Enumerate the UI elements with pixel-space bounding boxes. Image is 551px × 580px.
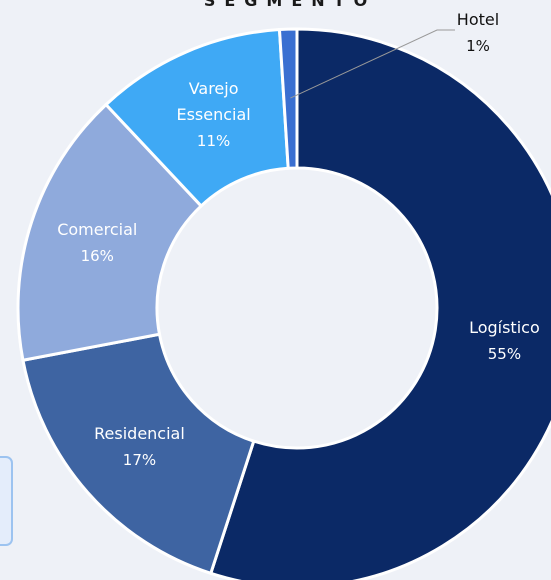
slice-label: Residencial 17% (94, 421, 185, 473)
slice-label: Logístico 55% (469, 315, 540, 367)
slice-name: Varejo Essencial (176, 79, 251, 125)
slice-label: Varejo Essencial 11% (159, 76, 269, 154)
slice-value: 1% (466, 37, 490, 55)
donut-slice (277, 27, 299, 170)
slice-name: Comercial (57, 220, 138, 240)
chart-title: SEGMENTO (203, 0, 377, 10)
slice-value: 17% (122, 450, 157, 469)
donut-slice (21, 332, 256, 576)
donut-slice (208, 27, 551, 580)
donut-slice (16, 102, 204, 363)
slice-value: 16% (80, 247, 114, 266)
slice-label: Comercial 16% (57, 217, 137, 269)
slice-value: 11% (196, 132, 231, 151)
slice-name: Hotel (456, 10, 500, 29)
slice-label: Hotel 1% (457, 7, 499, 59)
leader-line (290, 29, 455, 99)
slice-name: Residencial (94, 423, 185, 443)
slice-value: 55% (487, 344, 522, 363)
legend-box (0, 456, 13, 546)
slice-name: Logístico (469, 317, 540, 337)
